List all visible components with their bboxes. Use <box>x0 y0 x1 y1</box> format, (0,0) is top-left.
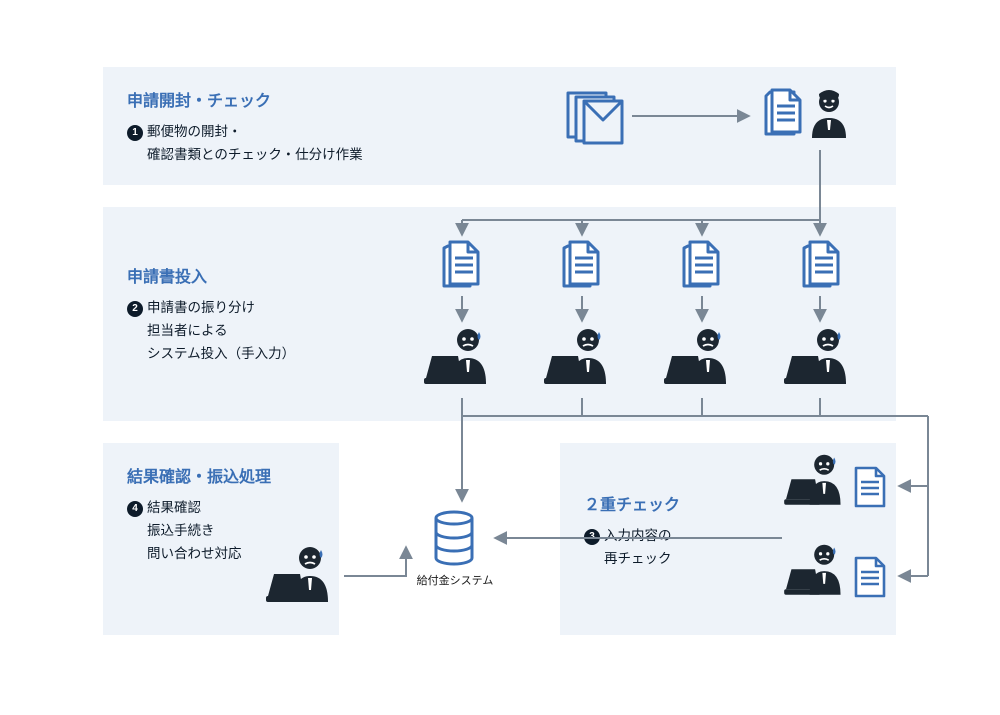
step4-number: 4 <box>127 501 143 517</box>
worker-at-laptop-icon <box>266 544 336 610</box>
step3-number: 3 <box>584 529 600 545</box>
step3-line1: 入力内容の <box>604 528 672 543</box>
worker-at-laptop-icon <box>664 326 734 392</box>
document-icon <box>852 556 888 600</box>
step1-line2: 確認書類とのチェック・仕分け作業 <box>147 147 363 162</box>
worker-at-laptop-icon <box>424 326 494 392</box>
step1-body: 1 郵便物の開封・ 確認書類とのチェック・仕分け作業 <box>127 121 872 167</box>
person-icon <box>808 90 850 138</box>
worker-at-laptop-icon <box>784 452 848 512</box>
step2-title: 申請書投入 <box>127 263 872 287</box>
worker-at-laptop-icon <box>784 326 854 392</box>
step1-number: 1 <box>127 125 143 141</box>
document-icon <box>800 240 842 290</box>
document-icon <box>560 240 602 290</box>
step2-line3: システム投入（手入力） <box>147 346 295 361</box>
document-icon <box>852 466 888 510</box>
step2-line1: 申請書の振り分け <box>147 300 255 315</box>
panel-step-2: 申請書投入 2 申請書の振り分け 担当者による システム投入（手入力） <box>103 207 896 421</box>
step4-line1: 結果確認 <box>147 500 201 515</box>
envelopes-icon <box>565 90 625 145</box>
step1-title: 申請開封・チェック <box>127 87 872 111</box>
database-icon <box>432 510 476 566</box>
document-icon <box>762 88 804 138</box>
step2-body: 2 申請書の振り分け 担当者による システム投入（手入力） <box>127 297 872 366</box>
worker-at-laptop-icon <box>544 326 614 392</box>
document-icon <box>680 240 722 290</box>
step2-line2: 担当者による <box>147 323 228 338</box>
step2-number: 2 <box>127 301 143 317</box>
document-icon <box>440 240 482 290</box>
database-label: 給付金システム <box>400 572 510 588</box>
worker-at-laptop-icon <box>784 542 848 602</box>
step4-line3: 問い合わせ対応 <box>147 546 242 561</box>
step4-title: 結果確認・振込処理 <box>127 463 315 487</box>
step1-line1: 郵便物の開封・ <box>147 124 242 139</box>
step4-line2: 振込手続き <box>147 523 215 538</box>
step3-line2: 再チェック <box>604 551 672 566</box>
